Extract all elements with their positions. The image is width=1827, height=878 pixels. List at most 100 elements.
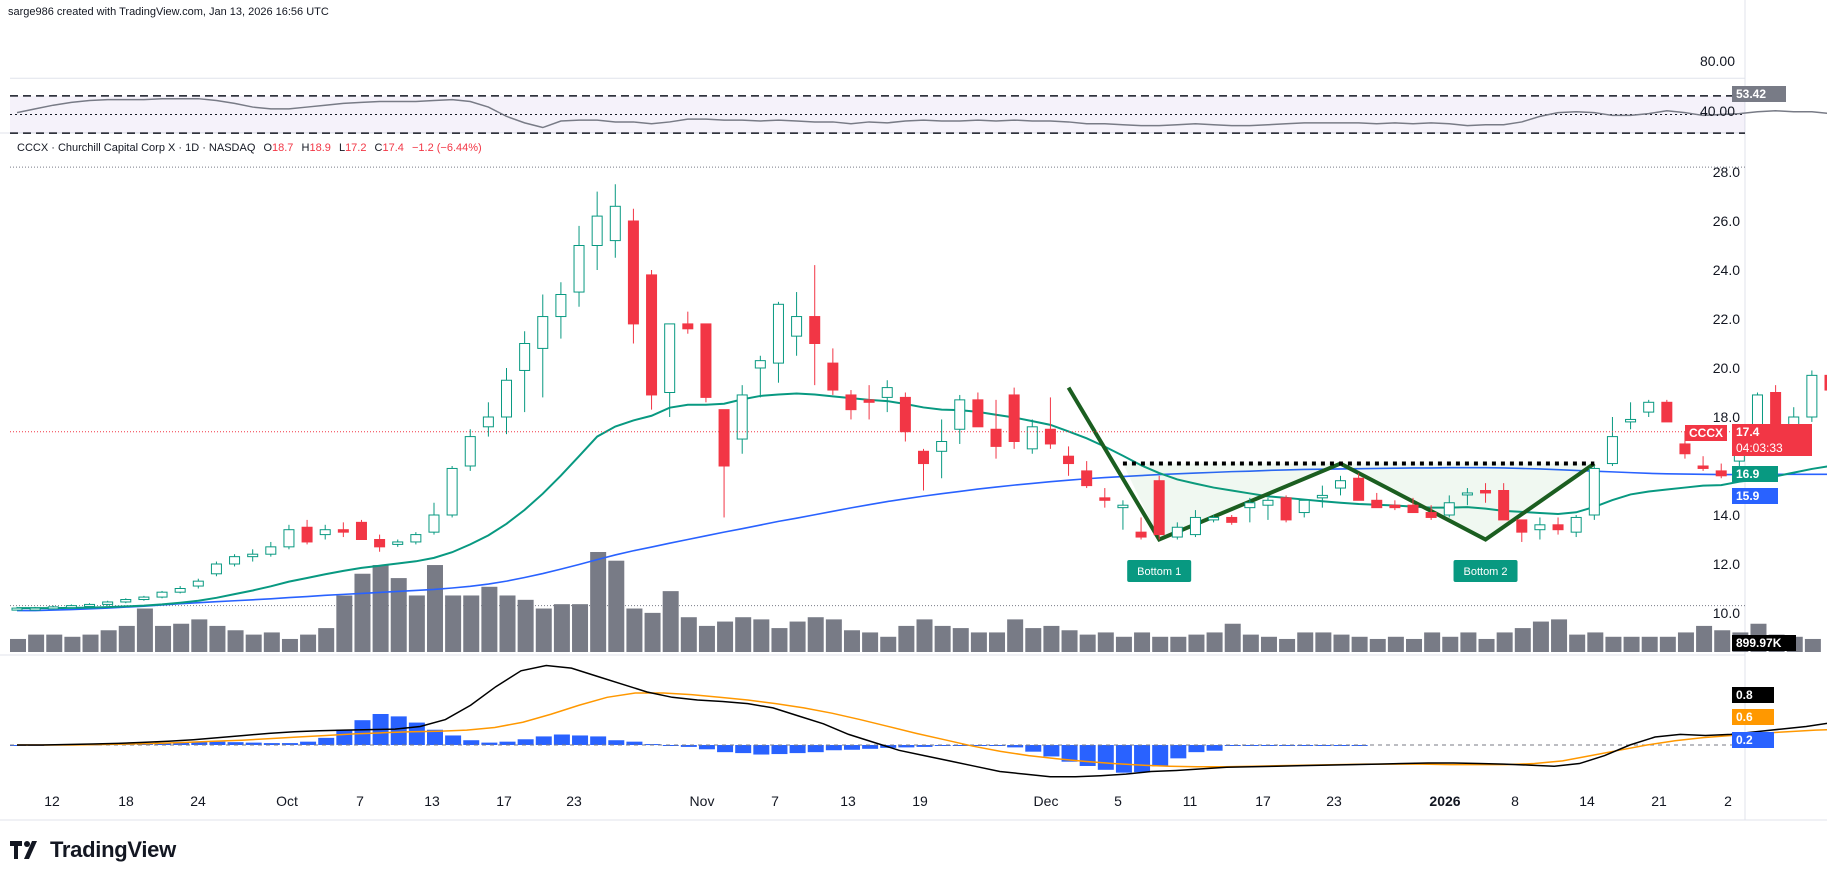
price-tick-label: 20.0	[1713, 360, 1740, 376]
volume-bar	[608, 560, 625, 652]
volume-bar	[1641, 636, 1658, 652]
bottom-1-label-box	[1127, 560, 1192, 582]
candle-body	[1117, 504, 1129, 509]
macd-hist-bar	[680, 745, 697, 747]
volume-bar	[898, 625, 915, 652]
volume-bar	[753, 619, 770, 652]
macd-hist-bar	[1043, 745, 1060, 757]
candle-body	[247, 553, 259, 558]
open-value: 18.7	[272, 142, 294, 154]
volume-bar	[1242, 634, 1259, 652]
volume-bar	[1351, 636, 1368, 652]
candle-body	[700, 323, 712, 398]
candle-body	[863, 399, 875, 403]
volume-bar	[916, 619, 933, 652]
candle-body	[1516, 519, 1528, 533]
candle-body	[1063, 455, 1075, 465]
candle-body	[29, 607, 41, 611]
macd-hist-bar	[717, 745, 734, 753]
price-tick-label: 24.0	[1713, 262, 1740, 278]
volume-bar	[680, 617, 697, 652]
rsi-tick-label: 80.00	[1700, 53, 1735, 69]
volume-bar	[1152, 636, 1169, 652]
volume-bar	[372, 565, 389, 652]
time-tick-label: Oct	[276, 793, 298, 809]
volume-bar	[28, 634, 45, 652]
volume-bar	[970, 632, 987, 652]
macd-hist-bar	[789, 745, 806, 754]
last-price-tag: 17.4	[1732, 424, 1812, 440]
macd-hist-bar	[843, 745, 860, 750]
volume-bar	[64, 636, 81, 652]
volume-bar	[1079, 634, 1096, 652]
volume-bar	[1369, 638, 1386, 652]
macd-hist-bar	[1351, 745, 1368, 746]
macd-line	[17, 664, 1827, 778]
volume-bar	[118, 625, 135, 652]
candle-body	[1280, 497, 1292, 521]
macd-hist-bar	[698, 745, 715, 750]
volume-bar	[1605, 636, 1622, 652]
candle-body	[1661, 401, 1673, 423]
volume-bar	[499, 595, 516, 652]
candle-body	[1697, 465, 1709, 469]
volume-bar	[771, 628, 788, 652]
candle-body	[664, 323, 676, 393]
candle-body	[954, 399, 966, 430]
volume-bar	[300, 634, 317, 652]
candle-body	[827, 362, 839, 391]
macd-hist-bar	[898, 745, 915, 748]
time-tick-label: 8	[1511, 793, 1519, 809]
volume-bar	[263, 632, 280, 652]
time-tick-label: 5	[1114, 793, 1122, 809]
candle-body	[501, 379, 513, 418]
price-tick-label: 14.0	[1713, 507, 1740, 523]
macd-hist-bar	[173, 742, 190, 745]
volume-bar	[463, 595, 480, 652]
candle-body	[573, 245, 585, 293]
rsi-tag: 53.42	[1732, 86, 1786, 102]
volume-bar	[426, 565, 443, 652]
candle-body	[1606, 436, 1618, 465]
time-tick-label: 13	[424, 793, 440, 809]
candle-body	[1226, 516, 1238, 523]
candle-body	[174, 588, 186, 593]
macd-hist-bar	[354, 720, 371, 745]
candle-body	[899, 396, 911, 433]
time-tick-label: 21	[1651, 793, 1667, 809]
volume-bar	[934, 625, 951, 652]
candle-body	[1552, 524, 1564, 531]
volume-bar	[1804, 638, 1821, 652]
macd-hist-bar	[1224, 745, 1241, 746]
low-value: 17.2	[345, 142, 367, 154]
candle-body	[1625, 418, 1637, 423]
candle-body	[1498, 490, 1510, 521]
ma-slow-tag: 15.9	[1732, 488, 1778, 504]
volume-bar	[46, 634, 63, 652]
macd-hist-bar	[499, 741, 516, 745]
candle-body	[283, 529, 295, 548]
volume-bar	[698, 625, 715, 652]
macd-hist-bar	[1297, 745, 1314, 746]
volume-bar	[1206, 632, 1223, 652]
candle-body	[1407, 504, 1419, 514]
macd-hist-bar	[753, 745, 770, 755]
candle-body	[1588, 467, 1600, 516]
candle-body	[1135, 531, 1147, 538]
volume-bar	[1623, 636, 1640, 652]
candle-body	[1480, 490, 1492, 494]
candle-body	[936, 441, 948, 452]
macd-hist-bar	[952, 745, 969, 746]
candle-body	[627, 220, 639, 325]
volume-bar	[1279, 638, 1296, 652]
candle-body	[374, 539, 386, 548]
volume-bar	[209, 625, 226, 652]
pattern-fill	[1122, 463, 1595, 540]
macd-line-tag: 0.8	[1732, 687, 1774, 703]
macd-hist-bar	[934, 745, 951, 746]
macd-hist-bar	[1061, 745, 1078, 762]
volume-bar	[82, 634, 99, 652]
volume-bar	[1551, 619, 1568, 652]
candle-body	[428, 514, 440, 533]
volume-bar	[952, 628, 969, 652]
